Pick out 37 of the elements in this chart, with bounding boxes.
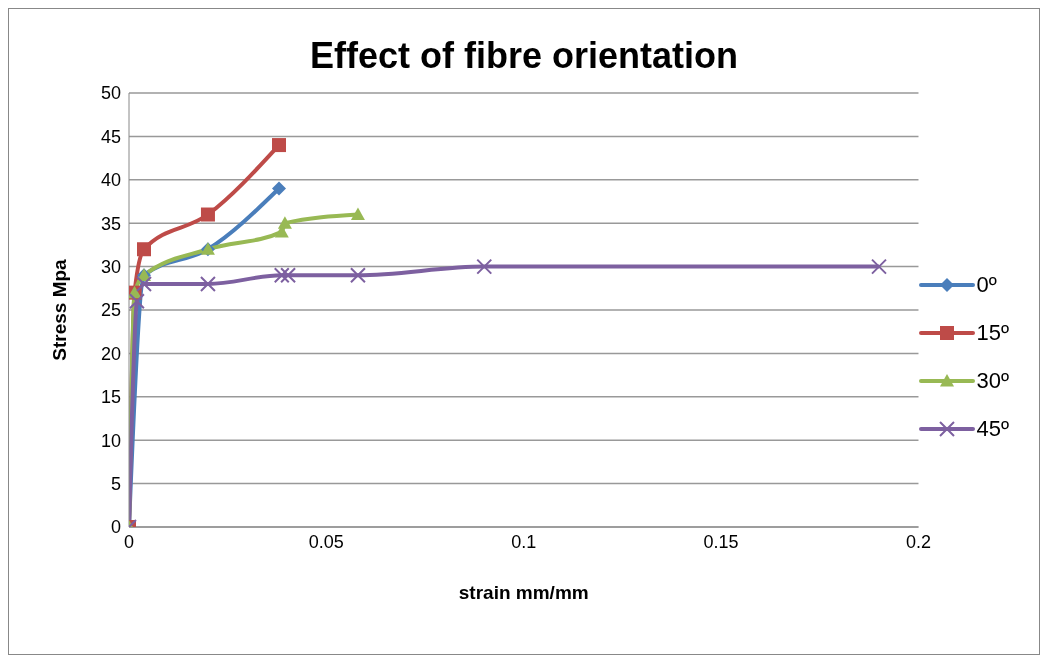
point — [129, 293, 145, 310]
y-tick-label: 30 — [100, 256, 121, 277]
x-axis-title: strain mm/mm — [458, 582, 589, 603]
point — [476, 258, 493, 275]
y-tick-label: 5 — [110, 473, 121, 494]
point — [350, 207, 365, 221]
x-tick-label: 0 — [123, 531, 135, 552]
y-axis-title: Stress Mpa — [48, 258, 70, 361]
point — [199, 275, 216, 292]
x-tick-label: 0.2 — [905, 531, 931, 552]
point — [871, 258, 888, 275]
y-tick-label: 35 — [100, 213, 121, 234]
y-tick-label: 20 — [100, 343, 121, 364]
point — [272, 181, 286, 196]
legend-label: 45º — [976, 416, 1009, 442]
point — [349, 267, 366, 284]
y-tick-label: 15 — [100, 387, 121, 408]
y-tick-label: 0 — [110, 517, 121, 538]
point — [137, 242, 151, 257]
point — [280, 267, 297, 284]
point — [272, 138, 286, 153]
y-tick-label: 25 — [100, 300, 121, 321]
x-tick-label: 0.15 — [703, 531, 739, 552]
legend-label: 0º — [976, 272, 997, 298]
legend-label: 30º — [976, 368, 1009, 394]
x-tick-label: 0.1 — [511, 531, 537, 552]
chart-title: Effect of fibre orientation — [309, 35, 739, 77]
y-tick-label: 50 — [100, 83, 121, 104]
y-tick-label: 45 — [100, 126, 121, 147]
x-tick-label: 0.05 — [308, 531, 344, 552]
point — [277, 216, 292, 229]
legend-label: 15º — [976, 320, 1009, 346]
point — [136, 275, 152, 292]
y-tick-label: 10 — [100, 430, 121, 451]
y-tick-label: 40 — [100, 170, 121, 191]
point — [273, 267, 290, 284]
point — [200, 207, 215, 222]
